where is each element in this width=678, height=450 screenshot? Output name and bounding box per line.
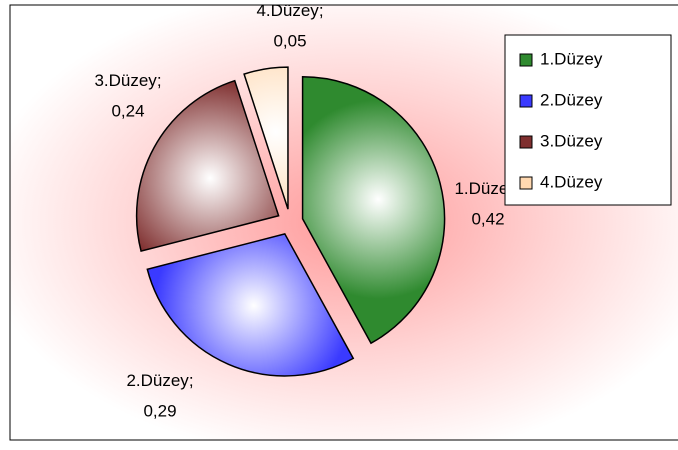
legend-label: 2.Düzey [540,90,603,109]
data-label-value: 0,29 [143,401,176,420]
legend-label: 1.Düzey [540,49,603,68]
legend-swatch [519,135,533,149]
pie-slice [301,76,446,345]
data-label-value: 0,05 [273,31,306,50]
data-label-name: 4.Düzey; [256,1,323,20]
data-label-value: 0,24 [111,101,144,120]
category-label: 1.Düzey [454,179,517,198]
legend-swatch [519,176,533,190]
pie-slice [146,233,355,377]
category-label: 4.Düzey [256,1,319,20]
legend-label: 4.Düzey [540,172,603,191]
pie-slice [135,79,280,252]
data-label-name: 3.Düzey; [94,71,161,90]
legend-swatch [519,94,533,108]
category-label: 2.Düzey [126,371,189,390]
legend-swatch [519,53,533,67]
legend-label: 3.Düzey [540,131,603,150]
data-label-value: 0,42 [471,209,504,228]
label-separator: ; [189,371,194,390]
data-label-name: 2.Düzey; [126,371,193,390]
label-separator: ; [319,1,324,20]
category-label: 3.Düzey [94,71,157,90]
legend-box [504,34,672,206]
pie-slice [243,66,289,210]
label-separator: ; [157,71,162,90]
